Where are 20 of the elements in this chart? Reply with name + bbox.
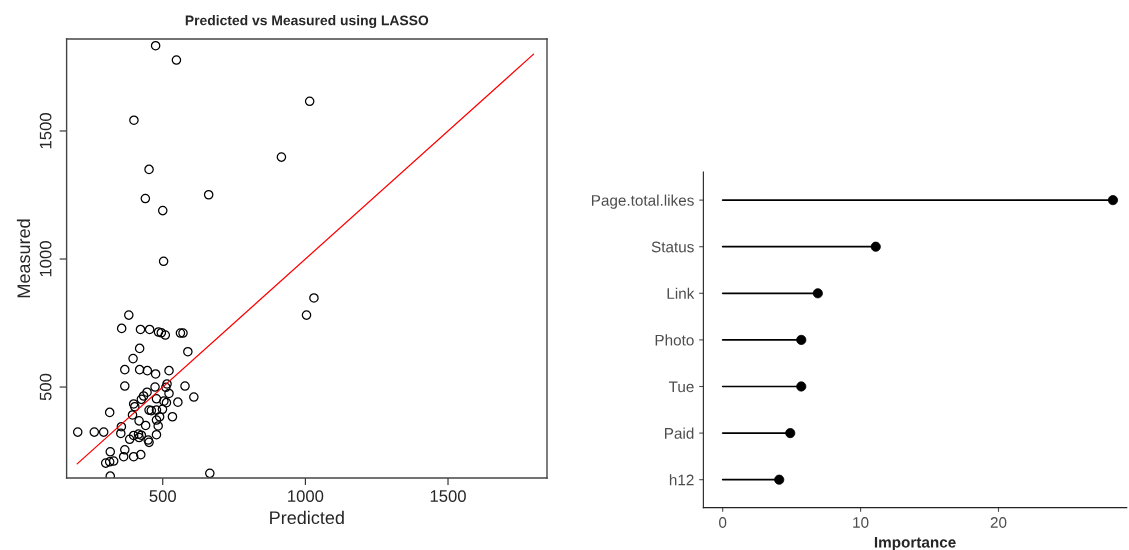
x-tick-label: 1000 — [288, 490, 324, 502]
x-tick-label: 10 — [853, 517, 869, 528]
y-tick-label: Tue — [668, 381, 694, 393]
chart-title: Predicted vs Measured using LASSO — [185, 15, 429, 29]
y-tick-label: 1500 — [39, 113, 52, 149]
y-tick-label: Status — [651, 241, 694, 253]
x-tick-label: 500 — [149, 490, 176, 502]
y-tick-label: Link — [667, 287, 695, 299]
y-tick-label: 1000 — [39, 241, 52, 277]
y-tick-label: Page.total.likes — [591, 194, 694, 209]
y-tick-label: Paid — [665, 427, 694, 439]
y-tick-label: h12 — [669, 474, 694, 486]
x-tick-label: 20 — [990, 517, 1007, 528]
y-tick-label: 500 — [39, 373, 52, 401]
x-tick-label: 0 — [719, 517, 727, 528]
x-axis-title: Predicted — [270, 510, 344, 525]
y-axis-title: Measured — [16, 219, 31, 298]
x-axis-title: Importance — [874, 537, 956, 550]
y-tick-label: Photo — [655, 334, 694, 346]
x-tick-label: 1500 — [430, 490, 466, 502]
